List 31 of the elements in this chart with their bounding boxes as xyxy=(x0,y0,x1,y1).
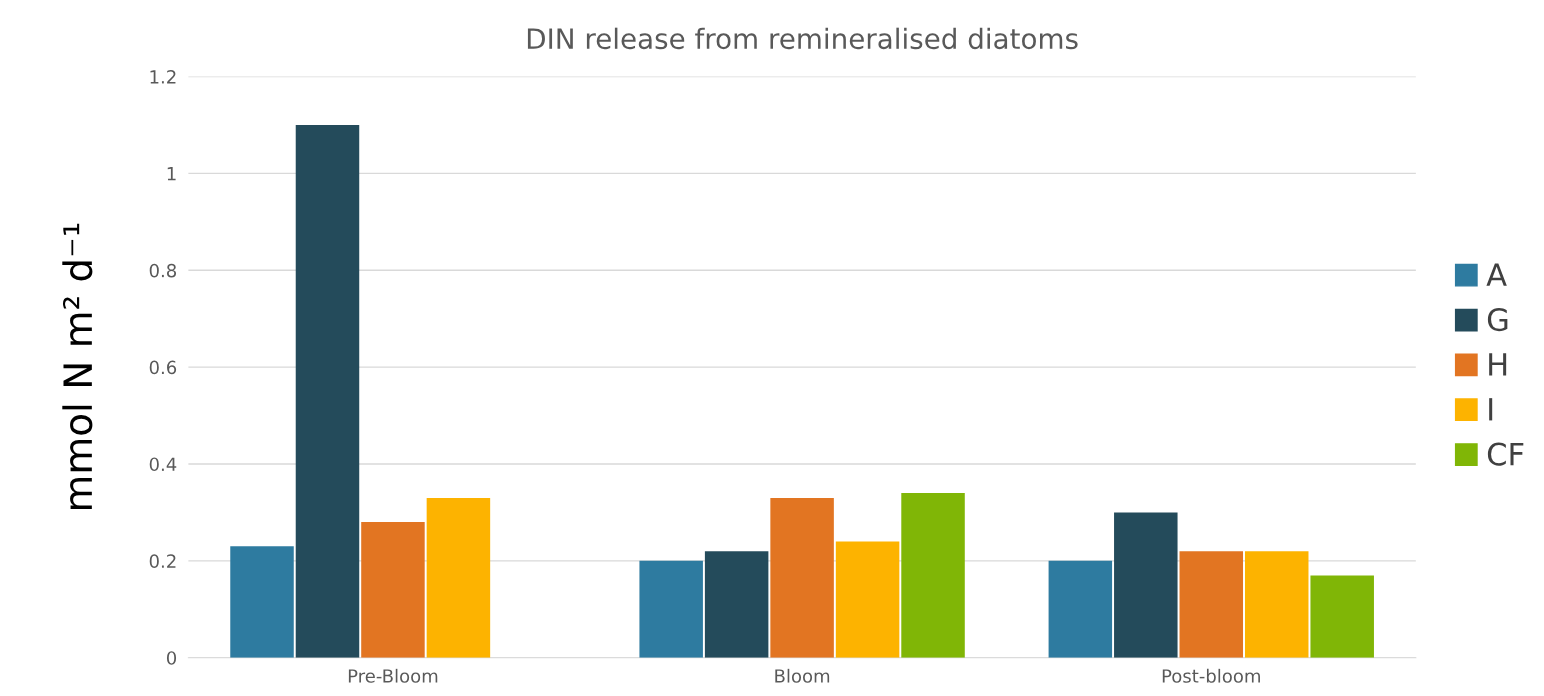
y-axis-title: mmol N m² d⁻¹ xyxy=(62,223,93,510)
legend-label: I xyxy=(1489,398,1493,421)
y-tick-label: 0.8 xyxy=(149,263,177,278)
bar xyxy=(770,497,834,658)
bar xyxy=(704,551,769,658)
bar xyxy=(901,493,965,658)
y-tick-label: 1.2 xyxy=(150,70,176,84)
legend-label: A xyxy=(1486,263,1507,286)
x-tick-label: Pre-Bloom xyxy=(348,668,438,683)
bar xyxy=(295,124,360,658)
bar xyxy=(1114,512,1178,658)
bar xyxy=(1310,575,1374,658)
y-tick-label: 0.2 xyxy=(149,554,176,568)
y-tick-label: 0.4 xyxy=(149,457,177,472)
bar xyxy=(230,546,294,658)
legend-label: G xyxy=(1487,308,1508,332)
x-tick-label: Bloom xyxy=(775,668,830,683)
bar xyxy=(361,522,425,658)
x-tick-label: Post-bloom xyxy=(1162,668,1260,683)
bar xyxy=(1244,551,1309,658)
bar xyxy=(1048,560,1113,658)
y-tick-label: 1 xyxy=(167,167,176,181)
bar xyxy=(426,497,491,658)
y-tick-label: 0.6 xyxy=(149,360,177,375)
chart-title: DIN release from remineralised diatoms xyxy=(527,27,1078,50)
legend-label: H xyxy=(1489,353,1507,376)
y-tick-label: 0 xyxy=(166,651,177,665)
bar xyxy=(639,560,703,658)
legend-label: CF xyxy=(1487,442,1524,466)
bar xyxy=(835,541,900,658)
bar xyxy=(1179,551,1244,658)
